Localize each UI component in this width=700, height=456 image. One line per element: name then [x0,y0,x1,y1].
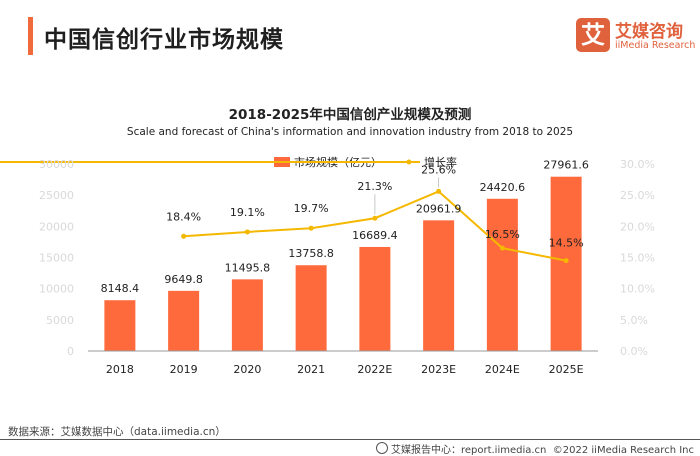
x-tick-label: 2025E [549,363,584,376]
bar-value-label: 24420.6 [480,181,526,194]
globe-icon [375,442,388,454]
x-tick-label: 2018 [106,363,134,376]
x-tick-label: 2019 [170,363,198,376]
bar-value-label: 20961.9 [416,202,462,215]
title-accent-bar [28,17,33,55]
y-left-tick-label: 30000 [39,158,74,171]
growth-rate-point [436,188,442,194]
y-right-tick-label: 25.0% [620,189,655,202]
growth-rate-point [181,233,187,239]
y-right-tick-label: 30.0% [620,158,655,171]
line-value-labels: 18.4% 19.1% 19.7% 21.3% 25.6% 16.5% 14.5% [166,163,583,249]
x-tick-label: 2021 [297,363,325,376]
y-right-tick-label: 5.0% [620,314,648,327]
footer-credits: 艾媒报告中心：report.iimedia.cn ©2022 iiMedia R… [375,441,694,456]
growth-rate-point [499,245,505,251]
report-center-link[interactable]: 艾媒报告中心：report.iimedia.cn [390,445,547,456]
footer-divider [0,439,700,440]
y-left-tick-label: 15000 [39,252,74,265]
copyright: ©2022 iiMedia Research Inc [552,445,694,456]
data-source: 数据来源：艾媒数据中心（data.iimedia.cn） [8,426,226,438]
bar-value-labels: 8148.4 9649.8 11495.8 13758.8 16689.4 20961.9… [101,159,589,296]
y-right-tick-label: 20.0% [620,220,655,233]
bar-value-label: 11495.8 [225,261,271,274]
chart-subtitle: Scale and forecast of China's informatio… [126,126,574,138]
growth-rate-label: 18.4% [166,210,201,223]
growth-rate-point [308,225,314,231]
right-axis: 0.0% 5.0% 10.0% 15.0% 20.0% 25.0% 30.0% [620,158,655,358]
growth-rate-label: 16.5% [485,228,520,241]
page-title: 中国信创行业市场规模 [44,27,284,53]
legend-line-label: 增长率 [424,155,457,169]
iimedia-logo: 艾 艾媒咨询 iiMedia Research [576,14,696,58]
logo-icon: 艾 [576,18,610,52]
bar-value-label: 9649.8 [164,273,203,286]
bar-value-label: 27961.6 [543,159,589,172]
bar [295,265,327,351]
x-tick-label: 2023E [421,363,456,376]
bar [359,246,391,351]
y-left-tick-label: 5000 [46,314,74,327]
y-right-tick-label: 0.0% [620,345,648,358]
left-axis: 0 5000 10000 15000 20000 25000 30000 [39,158,74,358]
bar-series [104,176,582,351]
bar-value-label: 16689.4 [352,229,398,242]
chart: 市场规模（亿元） 增长率 0 5000 10000 15000 20000 25000 30… [0,155,655,376]
growth-rate-label: 21.3% [357,180,392,193]
bar [231,279,263,351]
y-left-tick-label: 25000 [39,189,74,202]
bar [486,198,518,351]
growth-rate-series [181,177,569,264]
bar [104,300,136,351]
logo-text-en: iiMedia Research [615,40,696,51]
growth-rate-label: 14.5% [549,237,584,250]
growth-rate-label: 19.1% [230,206,265,219]
x-tick-label: 2022E [357,363,392,376]
y-right-tick-label: 10.0% [620,283,655,296]
bar [550,176,582,351]
chart-title: 2018-2025年中国信创产业规模及预测 [228,107,472,123]
y-left-tick-label: 0 [67,345,74,358]
growth-rate-point [563,258,569,264]
growth-rate-point [372,215,378,221]
legend-line-marker [406,159,412,165]
x-tick-label: 2024E [485,363,520,376]
bar-value-label: 8148.4 [101,282,140,295]
bar-value-label: 13758.8 [288,247,334,260]
bar [168,290,200,351]
y-left-tick-label: 20000 [39,220,74,233]
y-left-tick-label: 10000 [39,283,74,296]
growth-rate-label: 25.6% [421,163,456,176]
legend: 市场规模（亿元） 增长率 [0,155,457,169]
growth-rate-point [244,229,250,235]
x-tick-label: 2020 [233,363,261,376]
growth-rate-label: 19.7% [294,202,329,215]
bar [423,220,455,351]
y-right-tick-label: 15.0% [620,252,655,265]
logo-text-cn: 艾媒咨询 [615,22,683,42]
x-axis-labels: 2018 2019 2020 2021 2022E 2023E 2024E 2025E [106,363,584,376]
